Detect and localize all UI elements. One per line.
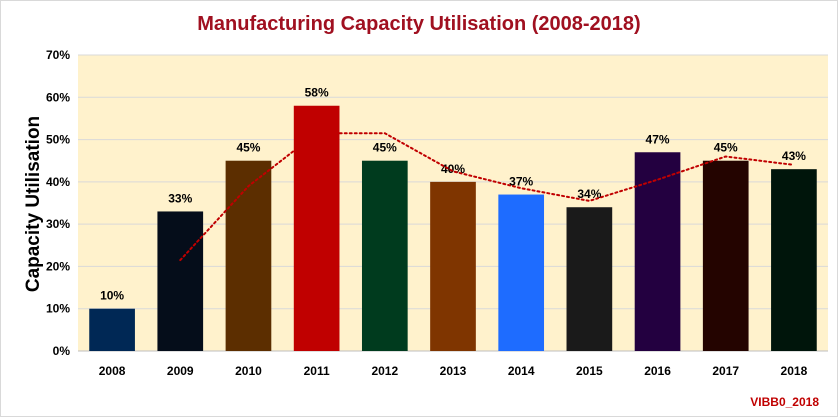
bar-2016 [634,152,681,351]
bar-2010 [225,160,272,351]
data-label-2011: 58% [305,86,329,100]
x-tick-label-2013: 2013 [440,364,467,378]
bar-2012 [361,160,408,351]
bar-2011 [293,105,340,351]
chart-title: Manufacturing Capacity Utilisation (2008… [197,13,640,35]
data-label-2010: 45% [236,141,260,155]
y-tick-label: 30% [46,217,70,231]
x-tick-label-2014: 2014 [508,364,535,378]
bar-2014 [498,194,545,351]
bar-2015 [566,207,613,351]
y-tick-label: 10% [46,302,70,316]
y-tick-label: 70% [46,48,70,62]
bar-2009 [157,211,204,351]
data-label-2008: 10% [100,289,124,303]
data-label-2012: 45% [373,141,397,155]
x-tick-label-2016: 2016 [644,364,671,378]
bar-2013 [430,181,476,351]
y-tick-label: 0% [53,344,71,358]
y-tick-label: 40% [46,175,70,189]
y-axis-label: Capacity Utilisation [23,116,44,292]
bar-2018 [771,169,817,351]
data-label-2017: 45% [714,141,738,155]
data-label-2016: 47% [646,132,670,146]
data-label-2014: 37% [509,175,533,189]
plot-area: 0% 10% 20% 30% 40% 50% 60% 70% 10% 2008 33% 2009 45%… [46,48,828,378]
data-label-2015: 34% [577,187,601,201]
data-label-2018: 43% [782,149,806,163]
x-tick-label-2010: 2010 [235,364,262,378]
trendline [179,132,795,262]
x-tick-label-2011: 2011 [304,364,330,378]
bar-2008 [89,308,135,351]
x-tick-label-2018: 2018 [781,364,808,378]
x-tick-label-2015: 2015 [576,364,603,378]
bar-2017 [702,160,749,351]
watermark-text: VIBB0_2018 [750,395,819,409]
data-label-2009: 33% [168,191,192,205]
x-tick-label-2017: 2017 [712,364,739,378]
y-tick-label: 50% [46,133,70,147]
y-tick-label: 60% [46,90,70,104]
y-tick-label: 20% [46,259,70,273]
x-tick-label-2008: 2008 [99,364,126,378]
x-tick-label-2009: 2009 [167,364,194,378]
x-tick-label-2012: 2012 [371,364,398,378]
